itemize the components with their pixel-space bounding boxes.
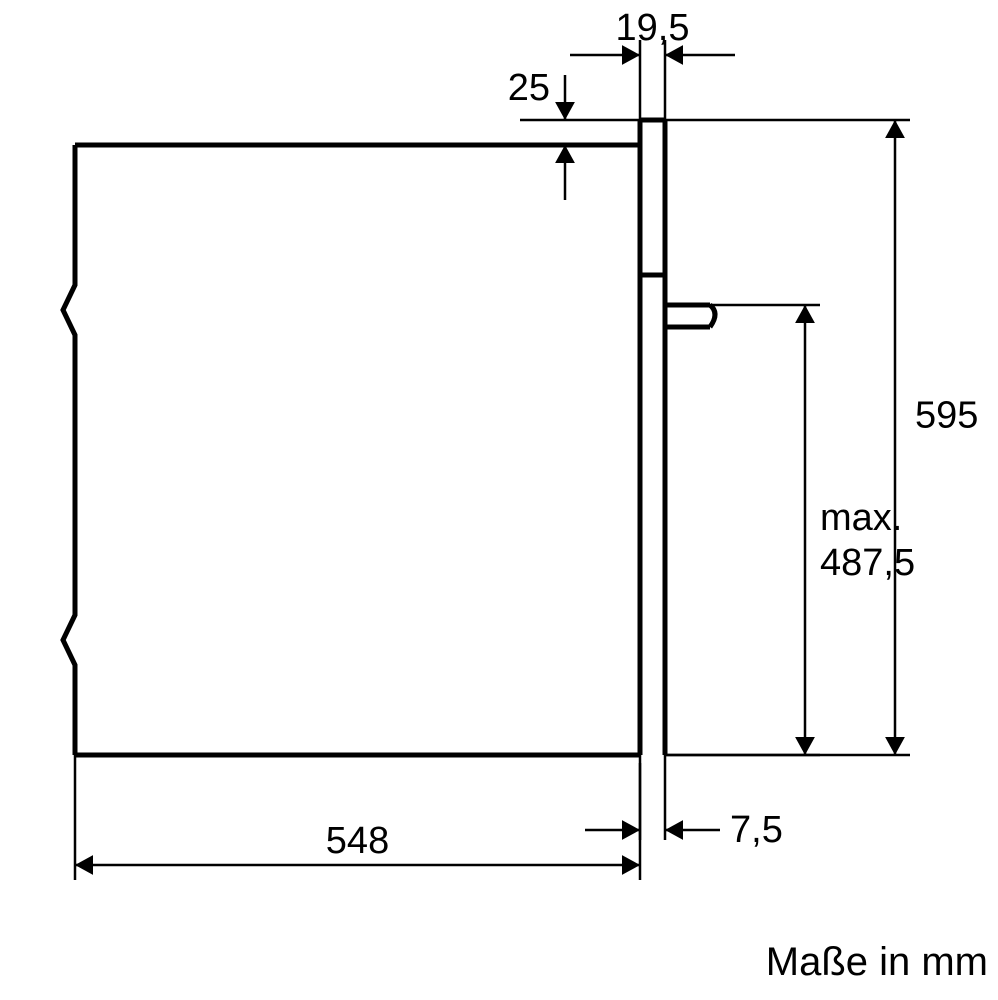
dim-487: 487,5 — [820, 542, 915, 584]
dim-19-5: 19,5 — [616, 7, 690, 49]
dim-7-5: 7,5 — [730, 809, 783, 851]
dim-25: 25 — [508, 67, 550, 109]
dim-595: 595 — [915, 395, 978, 437]
footer-units: Maße in mm — [766, 940, 988, 984]
dim-548: 548 — [326, 820, 389, 862]
dim-max-label: max. — [820, 497, 902, 539]
